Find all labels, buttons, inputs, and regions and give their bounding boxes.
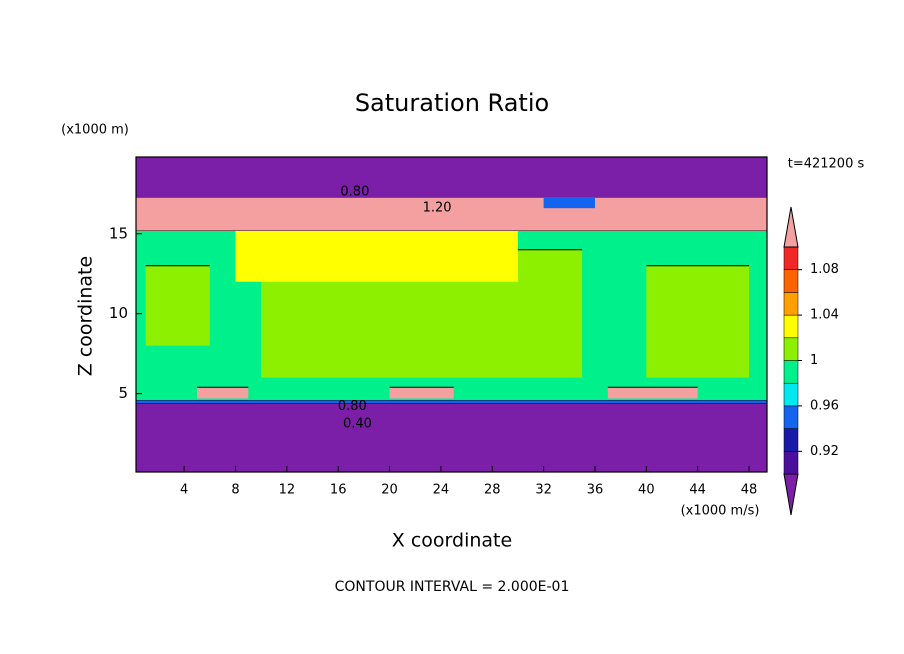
x-tick-label: 12 bbox=[279, 483, 296, 498]
x-tick-label: 32 bbox=[535, 483, 552, 498]
colorbar-box bbox=[783, 382, 799, 407]
colorbar-box bbox=[783, 405, 799, 429]
contour-label: 1.20 bbox=[423, 201, 452, 216]
y-axis-label: Z coordinate bbox=[75, 256, 97, 376]
colorbar-box bbox=[783, 360, 799, 384]
plot-frame bbox=[135, 156, 768, 473]
x-tick-label: 16 bbox=[330, 483, 347, 498]
field-region bbox=[389, 387, 454, 399]
x-tick-label: 44 bbox=[689, 483, 706, 498]
colorbar-tick-label: 1 bbox=[810, 353, 818, 368]
colorbar-box bbox=[783, 292, 799, 316]
field-region bbox=[196, 387, 249, 399]
colorbar-box bbox=[783, 246, 799, 270]
x-axis-label: X coordinate bbox=[392, 530, 512, 552]
colorbar-box bbox=[783, 314, 799, 339]
y-unit: (x1000 m) bbox=[61, 123, 129, 138]
x-tick-label: 20 bbox=[381, 483, 398, 498]
colorbar-box bbox=[783, 269, 799, 293]
x-tick-label: 24 bbox=[433, 483, 450, 498]
contour-label: 0.80 bbox=[338, 399, 367, 414]
contour-label: 0.80 bbox=[340, 185, 369, 200]
colorbar-extend-high bbox=[783, 206, 799, 248]
x-tick-label: 8 bbox=[231, 483, 239, 498]
x-tick-label: 28 bbox=[484, 483, 501, 498]
colorbar-tick-label: 1.08 bbox=[810, 262, 839, 277]
x-tick-label: 4 bbox=[180, 483, 188, 498]
field-region bbox=[136, 157, 767, 197]
field-region bbox=[646, 265, 750, 378]
field-region bbox=[136, 196, 767, 231]
chart-title: Saturation Ratio bbox=[355, 89, 549, 117]
colorbar-extend-low bbox=[783, 473, 799, 516]
contour-label: 0.40 bbox=[343, 417, 372, 432]
time-label: t=421200 s bbox=[788, 157, 865, 172]
x-tick-label: 48 bbox=[741, 483, 758, 498]
y-tick-label: 10 bbox=[109, 304, 128, 322]
colorbar-tick-label: 0.96 bbox=[810, 398, 839, 413]
field-region bbox=[145, 265, 210, 346]
field-region bbox=[235, 230, 518, 282]
x-unit: (x1000 m/s) bbox=[681, 504, 760, 519]
y-tick-label: 15 bbox=[109, 224, 128, 242]
y-tick-label: 5 bbox=[118, 384, 128, 402]
x-tick-label: 40 bbox=[638, 483, 655, 498]
field-region bbox=[136, 400, 767, 404]
colorbar-tick-label: 0.92 bbox=[810, 444, 839, 459]
colorbar-box bbox=[783, 451, 799, 475]
footer: CONTOUR INTERVAL = 2.000E-01 bbox=[335, 579, 570, 595]
field-region bbox=[607, 387, 698, 399]
field-region bbox=[136, 403, 767, 472]
field-region bbox=[543, 195, 595, 209]
x-tick-label: 36 bbox=[587, 483, 604, 498]
colorbar-box bbox=[783, 337, 799, 361]
colorbar-box bbox=[783, 428, 799, 452]
colorbar-tick-label: 1.04 bbox=[810, 308, 839, 323]
